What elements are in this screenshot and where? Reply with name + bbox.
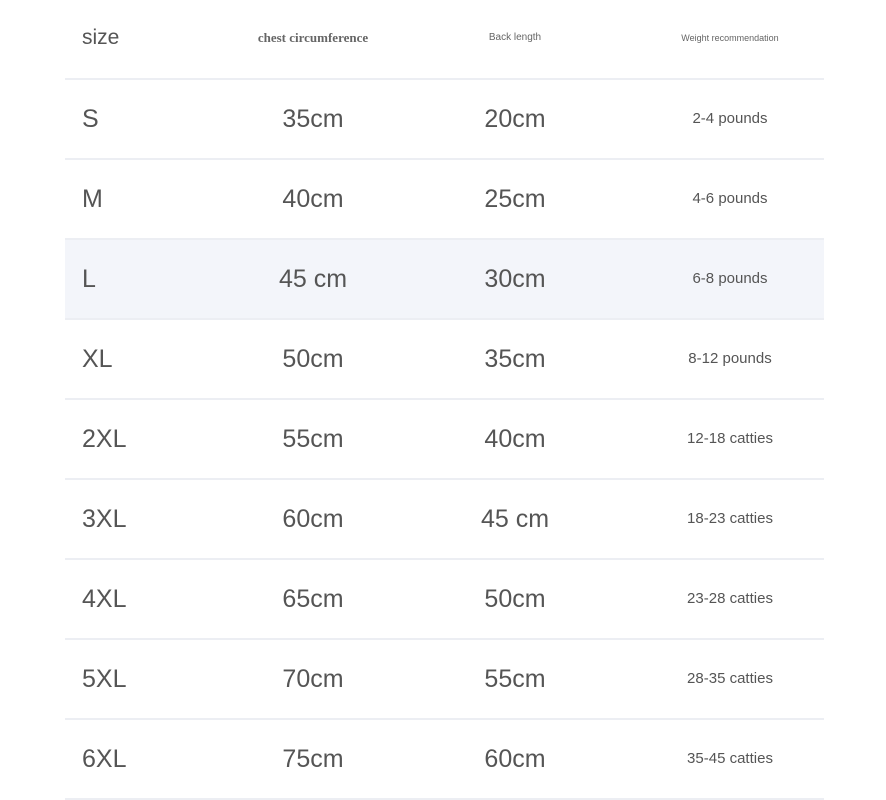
back-value: 55cm: [484, 665, 546, 693]
back-value: 60cm: [484, 745, 546, 773]
size-cell: 5XL: [82, 665, 127, 693]
header-weight: Weight recommendation: [681, 33, 779, 43]
chest-value: 65cm: [282, 585, 344, 613]
chest-value: 70cm: [282, 665, 344, 693]
size-cell: XL: [82, 345, 113, 373]
table-row: S 35cm 20cm 2-4 pounds: [65, 80, 824, 160]
size-cell: M: [82, 185, 103, 213]
chest-value: 55cm: [282, 425, 344, 453]
weight-value: 18-23 catties: [687, 510, 773, 527]
chest-value: 40cm: [282, 185, 344, 213]
chest-value: 60cm: [282, 505, 344, 533]
table-row: L 45 cm 30cm 6-8 pounds: [65, 240, 824, 320]
weight-value: 23-28 catties: [687, 590, 773, 607]
table-row: 5XL 70cm 55cm 28-35 catties: [65, 640, 824, 720]
back-value: 20cm: [484, 105, 546, 133]
chest-value: 45 cm: [278, 265, 348, 293]
size-cell: 2XL: [82, 425, 127, 453]
back-value: 30cm: [484, 265, 546, 293]
weight-value: 28-35 catties: [687, 670, 773, 687]
back-value: 45 cm: [480, 505, 550, 533]
size-chart-table: size chest circumference Back length Wei…: [65, 0, 824, 800]
back-value: 25cm: [484, 185, 546, 213]
table-row: 3XL 60cm 45 cm 18-23 catties: [65, 480, 824, 560]
weight-value: 4-6 pounds: [692, 190, 768, 207]
chest-value: 75cm: [282, 745, 344, 773]
weight-value: 12-18 catties: [687, 430, 773, 447]
weight-value: 8-12 pounds: [688, 350, 772, 367]
chest-value: 50cm: [282, 345, 344, 373]
table-row: 6XL 75cm 60cm 35-45 catties: [65, 720, 824, 800]
weight-value: 6-8 pounds: [692, 270, 768, 287]
weight-value: 2-4 pounds: [692, 110, 768, 127]
back-value: 50cm: [484, 585, 546, 613]
header-size: size: [82, 26, 120, 49]
size-cell: 6XL: [82, 745, 127, 773]
chest-value: 35cm: [282, 105, 344, 133]
back-value: 40cm: [484, 425, 546, 453]
size-cell: 4XL: [82, 585, 127, 613]
table-row: XL 50cm 35cm 8-12 pounds: [65, 320, 824, 400]
table-row: 2XL 55cm 40cm 12-18 catties: [65, 400, 824, 480]
table-row: 4XL 65cm 50cm 23-28 catties: [65, 560, 824, 640]
table-row: M 40cm 25cm 4-6 pounds: [65, 160, 824, 240]
header-back: Back length: [488, 32, 542, 43]
weight-value: 35-45 catties: [687, 750, 773, 767]
size-cell: S: [82, 105, 99, 133]
header-chest: chest circumference: [257, 30, 369, 45]
size-cell: 3XL: [82, 505, 127, 533]
header-row: size chest circumference Back length Wei…: [65, 0, 824, 80]
back-value: 35cm: [484, 345, 546, 373]
size-cell: L: [82, 265, 96, 293]
